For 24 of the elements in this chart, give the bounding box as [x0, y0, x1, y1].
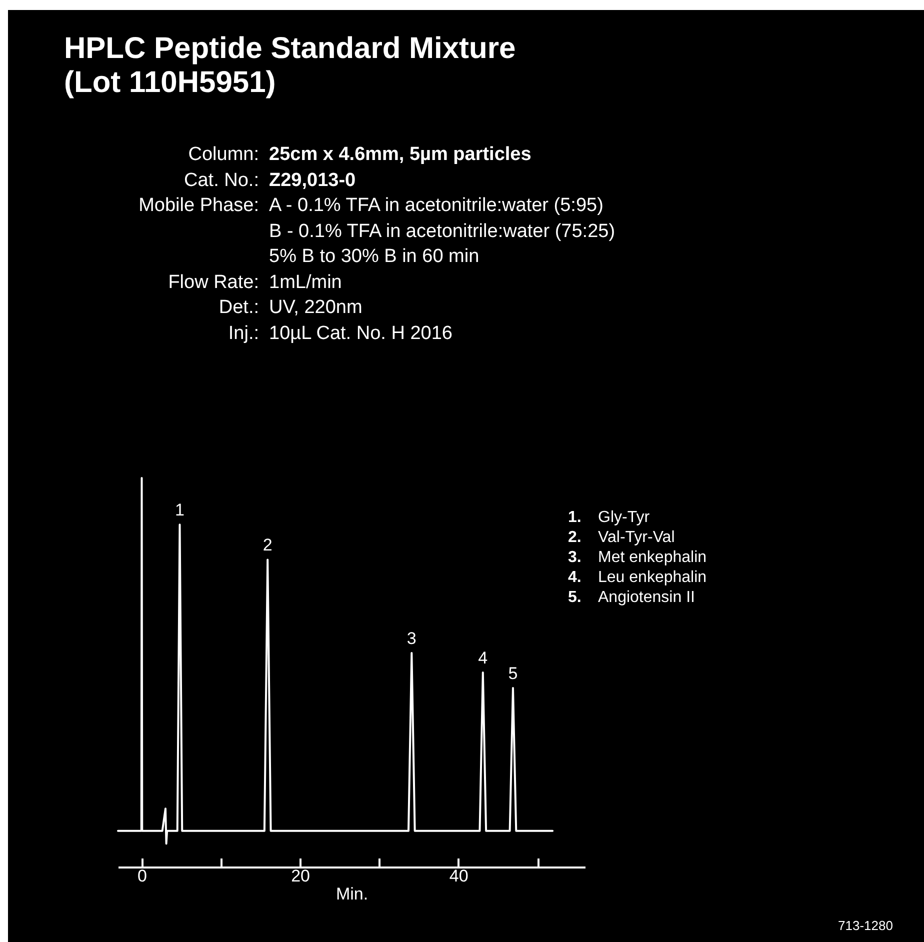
x-axis-title: Min.: [336, 884, 368, 904]
x-tick-label: 20: [291, 866, 310, 886]
text: Inj.: 10µL Cat. No. H 2016: [227, 322, 452, 346]
chart-title: HPLC Peptide Standard Mixture (Lot 110H5951): [64, 32, 516, 100]
annotation: 2. Val-Tyr-Val: [568, 528, 675, 548]
annotation: 5: [508, 664, 518, 684]
annotation: 3. Met enkephalin: [568, 548, 707, 568]
annotation: 3: [406, 629, 416, 648]
annotation: 4: [478, 648, 488, 668]
annotation: 1: [175, 500, 184, 520]
annotation: 5. Angiotensin II: [568, 588, 695, 608]
text: Column: 25cm x 4.6mm, 5µm particles: [187, 143, 532, 167]
x-tick-label: 40: [449, 866, 468, 886]
text: 713-1280: [838, 918, 893, 933]
text: Flow Rate: 1mL/min: [167, 270, 342, 294]
text: 5% B to 30% B in 60 min: [269, 245, 480, 269]
text: B - 0.1% TFA in acetonitrile:water (75:25): [269, 220, 616, 244]
annotation: 4. Leu enkephalin: [568, 568, 707, 588]
annotation: 1. Gly-Tyr: [568, 508, 650, 528]
text: Det.: UV, 220nm: [218, 296, 362, 320]
annotation: 2: [262, 536, 272, 555]
text: Mobile Phase: A - 0.1% TFA in acetonitrile:water (5:95): [138, 194, 604, 218]
x-tick-label: 0: [138, 866, 147, 886]
text: Cat. No.: Z29,013-0: [183, 168, 356, 192]
